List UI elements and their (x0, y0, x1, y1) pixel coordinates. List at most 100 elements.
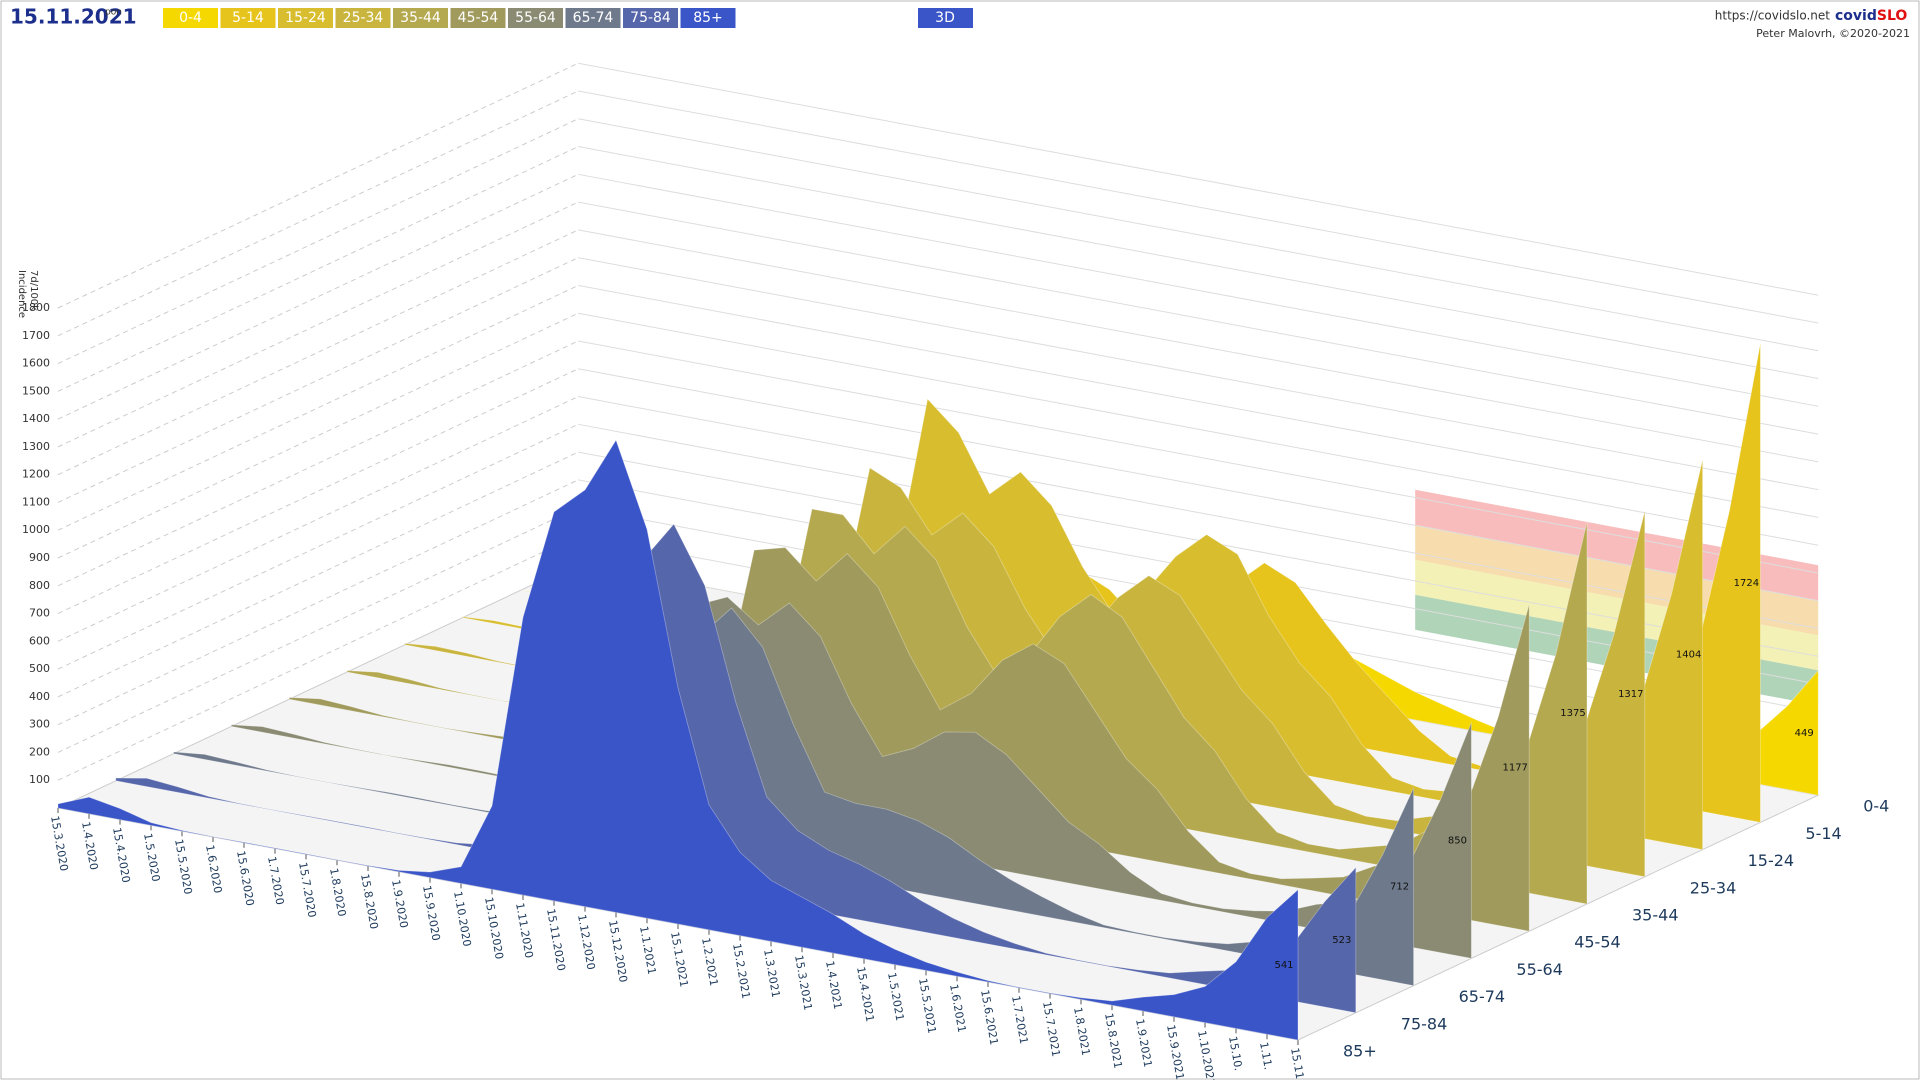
value-label: 1404 (1676, 650, 1701, 661)
y-label-2: 7d/100k (28, 270, 39, 311)
legend-swatch[interactable] (508, 8, 563, 28)
grid-line (578, 284, 1819, 518)
grid-line (57, 118, 579, 365)
row-label: 45-54 (1574, 933, 1621, 952)
grid-line (57, 146, 579, 392)
brand-a[interactable]: covid (1835, 8, 1877, 24)
url[interactable]: https://covidslo.net (1715, 9, 1831, 23)
grid-line (57, 201, 579, 448)
row-label: 65-74 (1459, 987, 1506, 1006)
grid-line (578, 312, 1819, 546)
y-tick-label: 400 (29, 690, 50, 703)
grid-line (578, 201, 1819, 435)
value-label: 541 (1274, 960, 1293, 971)
y-tick-label: 1000 (22, 523, 50, 536)
legend-label[interactable]: 0-4 (179, 10, 202, 26)
row-label: 75-84 (1401, 1014, 1448, 1033)
legend-label[interactable]: 5-14 (232, 10, 264, 26)
legend-label[interactable]: 55-64 (515, 10, 556, 26)
legend-swatch[interactable] (680, 8, 736, 28)
legend-label[interactable]: 85+ (693, 10, 723, 26)
date: 15.11.2021 (10, 5, 137, 29)
legend-label[interactable]: 25-34 (343, 10, 384, 26)
y-tick-label: 100 (29, 773, 50, 786)
value-label: 1177 (1502, 763, 1527, 774)
legend-label[interactable]: 65-74 (573, 10, 614, 26)
legend-swatch[interactable] (278, 8, 333, 28)
y-tick-label: 1700 (22, 329, 50, 342)
grid-line (57, 451, 579, 698)
grid-line (57, 507, 579, 753)
y-tick-label: 1100 (22, 495, 50, 508)
value-label: 523 (1332, 935, 1351, 946)
y-tick-label: 900 (29, 551, 50, 564)
x-tick-label: 15.11. (1288, 1047, 1307, 1080)
value-label: 449 (1795, 728, 1814, 739)
y-tick-label: 1800 (22, 301, 50, 314)
x-tick-label: 1.11. (1257, 1041, 1275, 1071)
y-tick-label: 200 (29, 745, 50, 758)
button-3d-label[interactable]: 3D (935, 10, 955, 26)
legend-swatch[interactable] (565, 8, 621, 28)
legend-label[interactable]: 35-44 (400, 10, 441, 26)
weekday: pon (105, 8, 122, 18)
row-label: 55-64 (1516, 960, 1563, 979)
legend-label[interactable]: 15-24 (285, 10, 326, 26)
row-label: 25-34 (1690, 878, 1737, 897)
y-tick-label: 500 (29, 662, 50, 675)
grid-line (57, 257, 579, 503)
y-tick-label: 1500 (22, 384, 50, 397)
grid-line (578, 229, 1819, 463)
row-label: 15-24 (1748, 851, 1795, 870)
y-tick-label: 800 (29, 579, 50, 592)
brand[interactable]: covidSLO (1835, 8, 1907, 24)
x-tick-label: 15.10. (1226, 1035, 1245, 1072)
grid-line (57, 534, 579, 781)
legend-label[interactable]: 45-54 (458, 10, 499, 26)
grid-line (578, 118, 1819, 352)
legend-swatch[interactable] (623, 8, 678, 28)
grid-line (578, 146, 1819, 380)
grid-line (57, 62, 579, 309)
grid-line (57, 423, 579, 670)
legend-swatch[interactable] (220, 8, 276, 28)
row-label: 85+ (1343, 1042, 1377, 1061)
grid-line (578, 368, 1819, 602)
grid-line (578, 90, 1819, 324)
row-label: 0-4 (1863, 797, 1889, 816)
grid-line (57, 479, 579, 726)
value-label: 1375 (1560, 708, 1585, 719)
legend-swatch[interactable] (163, 8, 218, 28)
grid-line (57, 284, 579, 531)
grid-line (578, 257, 1819, 491)
grid-line (57, 396, 579, 642)
grid-line (57, 173, 579, 420)
grid-line (578, 340, 1819, 574)
credit: Peter Malovrh, ©2020-2021 (1756, 27, 1910, 40)
grid-line (57, 90, 579, 337)
row-label: 5-14 (1805, 824, 1841, 843)
grid-line (578, 173, 1819, 407)
row-label: 35-44 (1632, 906, 1679, 925)
value-label: 712 (1390, 882, 1409, 893)
grid-line (57, 340, 579, 587)
button-3d[interactable] (918, 8, 973, 28)
legend-swatch[interactable] (393, 8, 448, 28)
y-tick-label: 600 (29, 634, 50, 647)
y-tick-label: 1300 (22, 440, 50, 453)
legend-swatch[interactable] (335, 8, 391, 28)
value-label: 850 (1448, 835, 1467, 846)
area (57, 439, 1299, 1041)
y-tick-label: 1200 (22, 468, 50, 481)
y-label-1: Incidence (16, 270, 27, 318)
legend-swatch[interactable] (450, 8, 506, 28)
grid-line (578, 423, 1819, 657)
grid-line (57, 229, 579, 476)
brand-b[interactable]: SLO (1877, 8, 1908, 24)
y-tick-label: 1600 (22, 357, 50, 370)
value-label: 1317 (1618, 689, 1643, 700)
legend-label[interactable]: 75-84 (630, 10, 671, 26)
value-label: 1724 (1734, 578, 1759, 589)
grid-line (578, 62, 1819, 296)
y-tick-label: 700 (29, 607, 50, 620)
